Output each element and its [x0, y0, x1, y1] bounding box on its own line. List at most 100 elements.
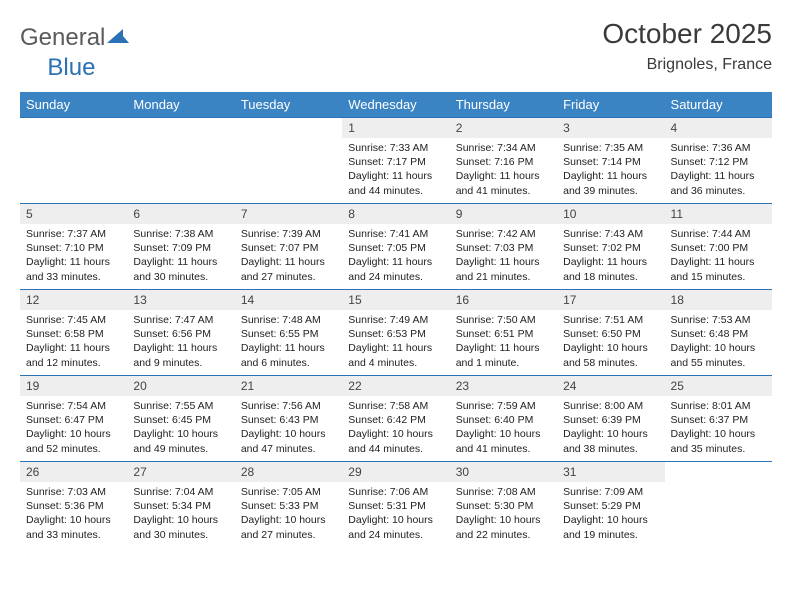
day-number: 14	[235, 290, 342, 310]
daylight-text: Daylight: 10 hours and 58 minutes.	[563, 341, 658, 369]
sunset-text: Sunset: 7:05 PM	[348, 241, 443, 255]
day-body: Sunrise: 7:44 AMSunset: 7:00 PMDaylight:…	[665, 224, 772, 288]
daylight-text: Daylight: 11 hours and 30 minutes.	[133, 255, 228, 283]
sunrise-text: Sunrise: 7:53 AM	[671, 313, 766, 327]
daylight-text: Daylight: 11 hours and 44 minutes.	[348, 169, 443, 197]
sunrise-text: Sunrise: 7:49 AM	[348, 313, 443, 327]
day-body: Sunrise: 7:08 AMSunset: 5:30 PMDaylight:…	[450, 482, 557, 546]
day-body: Sunrise: 7:06 AMSunset: 5:31 PMDaylight:…	[342, 482, 449, 546]
daylight-text: Daylight: 10 hours and 30 minutes.	[133, 513, 228, 541]
day-number: 3	[557, 118, 664, 138]
calendar-day-cell: 25Sunrise: 8:01 AMSunset: 6:37 PMDayligh…	[665, 376, 772, 462]
sunset-text: Sunset: 7:17 PM	[348, 155, 443, 169]
sunset-text: Sunset: 5:33 PM	[241, 499, 336, 513]
day-body: Sunrise: 7:34 AMSunset: 7:16 PMDaylight:…	[450, 138, 557, 202]
calendar-day-cell: 3Sunrise: 7:35 AMSunset: 7:14 PMDaylight…	[557, 118, 664, 204]
sunrise-text: Sunrise: 7:03 AM	[26, 485, 121, 499]
daylight-text: Daylight: 10 hours and 55 minutes.	[671, 341, 766, 369]
day-body: Sunrise: 7:50 AMSunset: 6:51 PMDaylight:…	[450, 310, 557, 374]
sunset-text: Sunset: 6:43 PM	[241, 413, 336, 427]
sunrise-text: Sunrise: 8:01 AM	[671, 399, 766, 413]
day-body: Sunrise: 7:58 AMSunset: 6:42 PMDaylight:…	[342, 396, 449, 460]
sunrise-text: Sunrise: 7:47 AM	[133, 313, 228, 327]
calendar-day-cell: 13Sunrise: 7:47 AMSunset: 6:56 PMDayligh…	[127, 290, 234, 376]
day-number: 15	[342, 290, 449, 310]
calendar-day-cell: 6Sunrise: 7:38 AMSunset: 7:09 PMDaylight…	[127, 204, 234, 290]
day-number: 31	[557, 462, 664, 482]
calendar-week-row: 5Sunrise: 7:37 AMSunset: 7:10 PMDaylight…	[20, 204, 772, 290]
daylight-text: Daylight: 10 hours and 24 minutes.	[348, 513, 443, 541]
location: Brignoles, France	[602, 56, 772, 74]
day-number: 7	[235, 204, 342, 224]
calendar-week-row: 26Sunrise: 7:03 AMSunset: 5:36 PMDayligh…	[20, 462, 772, 548]
sunset-text: Sunset: 6:37 PM	[671, 413, 766, 427]
title-block: October 2025 Brignoles, France	[602, 18, 772, 78]
sunrise-text: Sunrise: 7:41 AM	[348, 227, 443, 241]
day-number: 27	[127, 462, 234, 482]
daylight-text: Daylight: 11 hours and 41 minutes.	[456, 169, 551, 197]
sunset-text: Sunset: 5:29 PM	[563, 499, 658, 513]
sunrise-text: Sunrise: 7:04 AM	[133, 485, 228, 499]
sunrise-text: Sunrise: 7:43 AM	[563, 227, 658, 241]
day-number: 16	[450, 290, 557, 310]
day-body: Sunrise: 7:54 AMSunset: 6:47 PMDaylight:…	[20, 396, 127, 460]
sunset-text: Sunset: 7:03 PM	[456, 241, 551, 255]
daylight-text: Daylight: 10 hours and 33 minutes.	[26, 513, 121, 541]
weekday-header: Wednesday	[342, 92, 449, 118]
daylight-text: Daylight: 11 hours and 15 minutes.	[671, 255, 766, 283]
daylight-text: Daylight: 11 hours and 4 minutes.	[348, 341, 443, 369]
day-body: Sunrise: 8:00 AMSunset: 6:39 PMDaylight:…	[557, 396, 664, 460]
day-number: 12	[20, 290, 127, 310]
sunrise-text: Sunrise: 7:34 AM	[456, 141, 551, 155]
sunrise-text: Sunrise: 7:36 AM	[671, 141, 766, 155]
sunrise-text: Sunrise: 7:42 AM	[456, 227, 551, 241]
day-number: 20	[127, 376, 234, 396]
weekday-header: Friday	[557, 92, 664, 118]
calendar-day-cell: 11Sunrise: 7:44 AMSunset: 7:00 PMDayligh…	[665, 204, 772, 290]
sunrise-text: Sunrise: 8:00 AM	[563, 399, 658, 413]
day-body: Sunrise: 7:55 AMSunset: 6:45 PMDaylight:…	[127, 396, 234, 460]
calendar-day-cell: 7Sunrise: 7:39 AMSunset: 7:07 PMDaylight…	[235, 204, 342, 290]
sunset-text: Sunset: 6:47 PM	[26, 413, 121, 427]
calendar-day-cell: 15 Sunrise: 7:49 AMSunset: 6:53 PMDayligh…	[342, 290, 449, 376]
sunrise-text: Sunrise: 7:50 AM	[456, 313, 551, 327]
sunset-text: Sunset: 6:55 PM	[241, 327, 336, 341]
sunset-text: Sunset: 6:53 PM	[348, 327, 443, 341]
calendar-day-cell: .	[127, 118, 234, 204]
calendar-day-cell: .	[235, 118, 342, 204]
sunset-text: Sunset: 7:07 PM	[241, 241, 336, 255]
day-body: Sunrise: 7:09 AMSunset: 5:29 PMDaylight:…	[557, 482, 664, 546]
logo-triangle-icon	[107, 24, 129, 52]
calendar-day-cell: 27Sunrise: 7:04 AMSunset: 5:34 PMDayligh…	[127, 462, 234, 548]
weekday-header: Thursday	[450, 92, 557, 118]
daylight-text: Daylight: 11 hours and 6 minutes.	[241, 341, 336, 369]
daylight-text: Daylight: 11 hours and 12 minutes.	[26, 341, 121, 369]
day-body: Sunrise: 7:51 AMSunset: 6:50 PMDaylight:…	[557, 310, 664, 374]
logo-text-1: General	[20, 24, 105, 52]
day-number: 29	[342, 462, 449, 482]
daylight-text: Daylight: 11 hours and 39 minutes.	[563, 169, 658, 197]
day-body: Sunrise: 7:05 AMSunset: 5:33 PMDaylight:…	[235, 482, 342, 546]
calendar-week-row: 19Sunrise: 7:54 AMSunset: 6:47 PMDayligh…	[20, 376, 772, 462]
day-number: 25	[665, 376, 772, 396]
calendar-day-cell: 12Sunrise: 7:45 AMSunset: 6:58 PMDayligh…	[20, 290, 127, 376]
day-number: 21	[235, 376, 342, 396]
calendar-day-cell: 29Sunrise: 7:06 AMSunset: 5:31 PMDayligh…	[342, 462, 449, 548]
daylight-text: Daylight: 11 hours and 27 minutes.	[241, 255, 336, 283]
calendar-day-cell: 26Sunrise: 7:03 AMSunset: 5:36 PMDayligh…	[20, 462, 127, 548]
day-number: 26	[20, 462, 127, 482]
calendar-day-cell: 10Sunrise: 7:43 AMSunset: 7:02 PMDayligh…	[557, 204, 664, 290]
day-number: 19	[20, 376, 127, 396]
sunrise-text: Sunrise: 7:48 AM	[241, 313, 336, 327]
sunrise-text: Sunrise: 7:37 AM	[26, 227, 121, 241]
calendar-day-cell: 19Sunrise: 7:54 AMSunset: 6:47 PMDayligh…	[20, 376, 127, 462]
daylight-text: Daylight: 11 hours and 9 minutes.	[133, 341, 228, 369]
sunset-text: Sunset: 7:09 PM	[133, 241, 228, 255]
calendar-day-cell: 21Sunrise: 7:56 AMSunset: 6:43 PMDayligh…	[235, 376, 342, 462]
sunset-text: Sunset: 7:02 PM	[563, 241, 658, 255]
calendar-body: ...1Sunrise: 7:33 AMSunset: 7:17 PMDayli…	[20, 118, 772, 548]
calendar-day-cell: 17Sunrise: 7:51 AMSunset: 6:50 PMDayligh…	[557, 290, 664, 376]
daylight-text: Daylight: 10 hours and 44 minutes.	[348, 427, 443, 455]
daylight-text: Daylight: 11 hours and 21 minutes.	[456, 255, 551, 283]
day-number: 4	[665, 118, 772, 138]
